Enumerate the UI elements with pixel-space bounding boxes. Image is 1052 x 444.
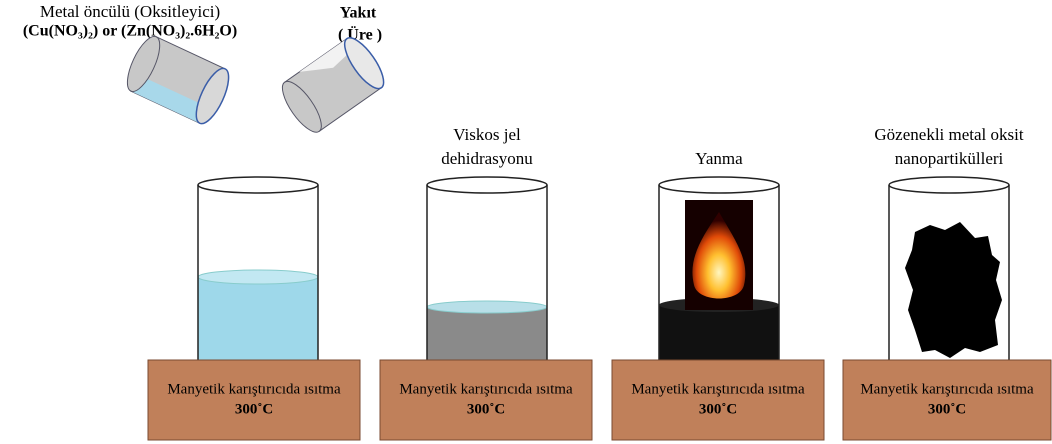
stage-title: Gözenekli metal oksit xyxy=(874,125,1023,144)
reagent-label: Yakıt xyxy=(340,5,377,22)
plate-label: Manyetik karıştırıcıda ısıtma xyxy=(631,381,805,397)
stage-title: nanopartikülleri xyxy=(895,149,1004,168)
reagent-formula: (Cu(NO₃)₂) or (Zn(NO₃)₂.6H₂O) xyxy=(23,23,237,40)
hot-plate xyxy=(379,359,593,441)
cylinder-fuel xyxy=(281,37,385,133)
stage-title: Viskos jel xyxy=(453,125,521,144)
temperature: 300˚C xyxy=(699,401,737,417)
beaker xyxy=(197,176,319,360)
stage-title: Yanma xyxy=(695,149,743,168)
temperature: 300˚C xyxy=(928,401,966,417)
stage-title: dehidrasyonu xyxy=(441,149,533,168)
plate-label: Manyetik karıştırıcıda ısıtma xyxy=(167,381,341,397)
temperature: 300˚C xyxy=(235,401,273,417)
cylinder-oxidizer xyxy=(126,35,230,125)
hot-plate xyxy=(611,359,825,441)
temperature: 300˚C xyxy=(467,401,505,417)
plate-label: Manyetik karıştırıcıda ısıtma xyxy=(860,381,1034,397)
hot-plate xyxy=(147,359,361,441)
hot-plate xyxy=(842,359,1052,441)
plate-label: Manyetik karıştırıcıda ısıtma xyxy=(399,381,573,397)
beaker xyxy=(658,176,780,360)
beaker xyxy=(888,176,1010,360)
beaker xyxy=(426,176,548,360)
reagent-label: Metal öncülü (Oksitleyici) xyxy=(40,2,220,21)
